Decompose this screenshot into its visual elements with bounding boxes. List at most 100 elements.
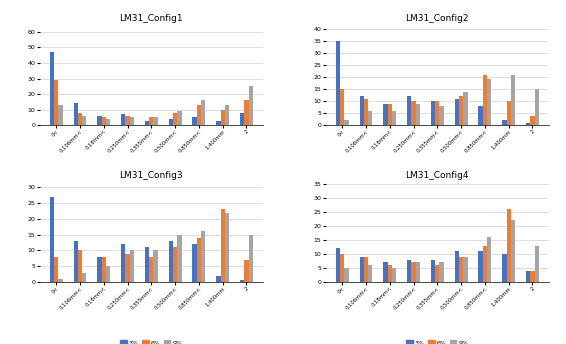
- Bar: [388, 104, 392, 125]
- Bar: [439, 262, 444, 282]
- Bar: [130, 250, 134, 282]
- Bar: [511, 75, 515, 125]
- Bar: [82, 272, 87, 282]
- Bar: [78, 113, 82, 125]
- Bar: [216, 121, 221, 125]
- Title: LM31_Config3: LM31_Config3: [119, 171, 183, 180]
- Bar: [145, 247, 149, 282]
- Bar: [392, 268, 396, 282]
- Bar: [359, 257, 364, 282]
- Bar: [50, 197, 54, 282]
- Bar: [364, 99, 368, 125]
- Bar: [483, 246, 487, 282]
- Bar: [177, 111, 182, 125]
- Bar: [58, 105, 63, 125]
- Bar: [248, 86, 253, 125]
- Bar: [502, 254, 507, 282]
- Title: LM31_Config4: LM31_Config4: [406, 171, 469, 180]
- Bar: [106, 119, 110, 125]
- Bar: [383, 262, 388, 282]
- Bar: [454, 251, 459, 282]
- Bar: [407, 260, 411, 282]
- Bar: [534, 246, 539, 282]
- Bar: [344, 120, 349, 125]
- Bar: [126, 116, 130, 125]
- Bar: [197, 105, 201, 125]
- Bar: [411, 101, 415, 125]
- Bar: [221, 209, 225, 282]
- Bar: [340, 254, 344, 282]
- Bar: [192, 244, 197, 282]
- Bar: [526, 271, 530, 282]
- Bar: [97, 116, 102, 125]
- Bar: [225, 213, 229, 282]
- Bar: [502, 120, 507, 125]
- Bar: [463, 257, 468, 282]
- Bar: [58, 279, 63, 282]
- Bar: [439, 106, 444, 125]
- Bar: [82, 116, 87, 125]
- Bar: [149, 257, 153, 282]
- Bar: [340, 89, 344, 125]
- Bar: [526, 123, 530, 125]
- Bar: [169, 241, 173, 282]
- Bar: [240, 280, 245, 282]
- Bar: [431, 101, 435, 125]
- Bar: [478, 251, 483, 282]
- Bar: [336, 41, 340, 125]
- Bar: [153, 250, 158, 282]
- Bar: [177, 235, 182, 282]
- Bar: [359, 96, 364, 125]
- Bar: [530, 271, 534, 282]
- Bar: [240, 113, 245, 125]
- Bar: [225, 105, 229, 125]
- Bar: [54, 257, 58, 282]
- Bar: [149, 117, 153, 125]
- Legend: 3%, 6%, 9%: 3%, 6%, 9%: [404, 338, 471, 344]
- Bar: [511, 220, 515, 282]
- Title: LM31_Config2: LM31_Config2: [406, 14, 469, 23]
- Bar: [197, 238, 201, 282]
- Bar: [530, 116, 534, 125]
- Bar: [454, 99, 459, 125]
- Bar: [126, 254, 130, 282]
- Bar: [411, 262, 415, 282]
- Bar: [173, 113, 177, 125]
- Bar: [507, 101, 511, 125]
- Bar: [407, 96, 411, 125]
- Bar: [534, 89, 539, 125]
- Bar: [74, 241, 78, 282]
- Bar: [388, 265, 392, 282]
- Bar: [97, 257, 102, 282]
- Bar: [121, 244, 126, 282]
- Bar: [459, 96, 463, 125]
- Bar: [245, 260, 248, 282]
- Bar: [201, 232, 205, 282]
- Bar: [487, 237, 491, 282]
- Bar: [368, 111, 372, 125]
- Bar: [121, 114, 126, 125]
- Bar: [78, 250, 82, 282]
- Bar: [392, 111, 396, 125]
- Bar: [364, 257, 368, 282]
- Bar: [153, 117, 158, 125]
- Bar: [415, 104, 420, 125]
- Bar: [415, 262, 420, 282]
- Bar: [383, 104, 388, 125]
- Bar: [102, 117, 106, 125]
- Bar: [483, 75, 487, 125]
- Bar: [463, 92, 468, 125]
- Bar: [221, 110, 225, 125]
- Title: LM31_Config1: LM31_Config1: [119, 14, 183, 23]
- Bar: [50, 52, 54, 125]
- Bar: [336, 248, 340, 282]
- Bar: [487, 79, 491, 125]
- Legend: 3%, 6%, 9%: 3%, 6%, 9%: [118, 338, 185, 344]
- Legend: 3%, 6%, 9%: 3%, 6%, 9%: [404, 181, 471, 191]
- Legend: 3%, 6%, 9%: 3%, 6%, 9%: [118, 181, 185, 191]
- Bar: [459, 257, 463, 282]
- Bar: [106, 266, 110, 282]
- Bar: [145, 121, 149, 125]
- Bar: [245, 100, 248, 125]
- Bar: [74, 104, 78, 125]
